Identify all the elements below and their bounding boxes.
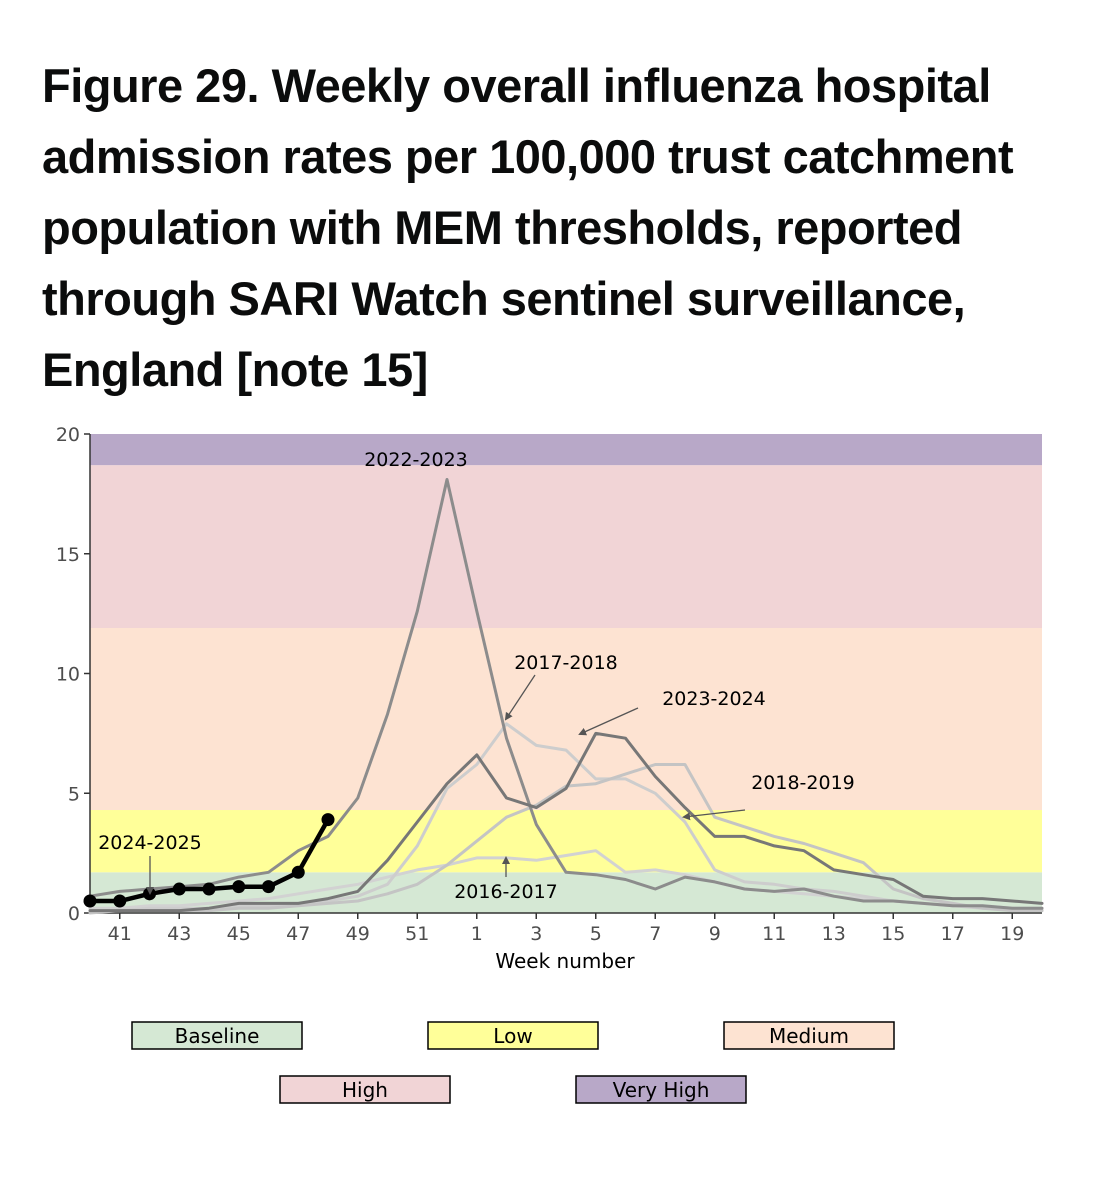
x-tick-label: 13 — [822, 923, 846, 945]
y-tick-label: 5 — [68, 783, 80, 805]
band-medium — [90, 627, 1042, 811]
band-very-high — [90, 434, 1042, 466]
annotation-label-2023-2024: 2023-2024 — [662, 688, 766, 710]
legend-box-baseline — [131, 1021, 303, 1050]
x-tick-label: 9 — [709, 923, 721, 945]
legend-label-high: High — [342, 1078, 388, 1102]
x-tick-label: 49 — [346, 923, 370, 945]
y-tick-label: 10 — [56, 664, 80, 686]
x-tick-label: 47 — [286, 923, 310, 945]
data-point-2024-2025 — [321, 813, 335, 827]
data-point-2024-2025 — [172, 882, 186, 896]
annotation-arrow-2018-2019 — [682, 809, 746, 821]
annotation-label-2024-2025: 2024-2025 — [98, 832, 202, 854]
annotation-label-2016-2017: 2016-2017 — [454, 881, 558, 903]
legend-label-medium: Medium — [769, 1024, 849, 1048]
series-line-2022-2023 — [88, 478, 1044, 910]
legend-label-baseline: Baseline — [175, 1024, 260, 1048]
data-point-2024-2025 — [83, 894, 97, 908]
data-point-2024-2025 — [232, 880, 246, 894]
data-point-2024-2025 — [202, 882, 216, 896]
data-point-2024-2025 — [113, 894, 127, 908]
annotation-arrow-2023-2024 — [578, 707, 639, 736]
y-tick-label: 0 — [68, 903, 80, 925]
legend-box-low — [427, 1021, 599, 1050]
legend-box-medium — [723, 1021, 895, 1050]
legend-box-very-high — [575, 1075, 747, 1104]
x-tick-label: 7 — [649, 923, 661, 945]
band-high — [90, 465, 1042, 628]
x-tick-label: 5 — [590, 923, 602, 945]
x-tick-label: 19 — [1000, 923, 1024, 945]
legend-label-very-high: Very High — [613, 1078, 710, 1102]
annotation-label-2018-2019: 2018-2019 — [751, 772, 855, 794]
x-tick-label: 41 — [108, 923, 132, 945]
annotation-label-2022-2023: 2022-2023 — [364, 449, 468, 471]
annotation-arrow-2017-2018 — [504, 674, 536, 721]
x-tick-label: 3 — [530, 923, 542, 945]
x-tick-label: 45 — [227, 923, 251, 945]
chart-title: Figure 29. Weekly overall influenza hosp… — [42, 59, 1014, 396]
x-tick-label: 15 — [881, 923, 905, 945]
legend-label-low: Low — [493, 1024, 532, 1048]
x-tick-label: 43 — [167, 923, 191, 945]
x-tick-label: 51 — [405, 923, 429, 945]
x-axis-label: Week number — [495, 949, 635, 973]
annotation-label-2017-2018: 2017-2018 — [514, 652, 618, 674]
series-line-2023-2024 — [88, 731, 1044, 913]
legend-box-high — [279, 1075, 451, 1104]
band-low — [90, 810, 1042, 873]
y-tick-label: 15 — [56, 544, 80, 566]
x-tick-label: 1 — [471, 923, 483, 945]
data-point-2024-2025 — [291, 865, 305, 879]
x-tick-label: 11 — [762, 923, 786, 945]
y-tick-label: 20 — [56, 424, 80, 446]
series-line-2017-2018 — [88, 722, 1044, 913]
x-tick-label: 17 — [941, 923, 965, 945]
data-point-2024-2025 — [262, 880, 275, 894]
